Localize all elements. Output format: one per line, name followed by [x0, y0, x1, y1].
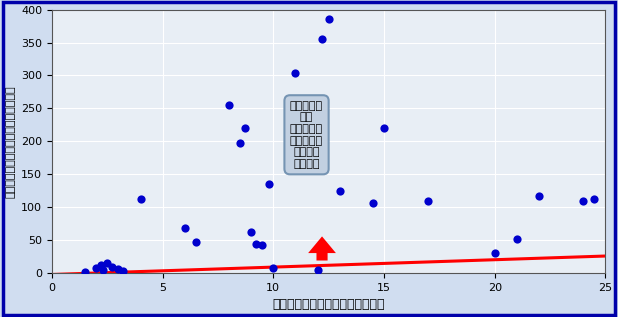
Point — [80, 269, 90, 275]
Point — [578, 198, 588, 203]
Point — [317, 37, 327, 42]
Point — [246, 229, 256, 234]
Point — [114, 266, 124, 271]
X-axis label: 地域市場規模の違い（単位：倍）: 地域市場規模の違い（単位：倍） — [273, 298, 385, 311]
Y-axis label: 地域の競争の程度の違い（単位：倍）: 地域の競争の程度の違い（単位：倍） — [6, 85, 15, 198]
Point — [257, 243, 267, 248]
Point — [324, 17, 334, 22]
Point — [368, 200, 378, 205]
Point — [489, 251, 499, 256]
Point — [98, 267, 108, 272]
Point — [251, 241, 261, 246]
Point — [135, 197, 145, 202]
Point — [191, 240, 201, 245]
Point — [264, 182, 274, 187]
Point — [107, 264, 117, 269]
Point — [423, 198, 433, 203]
Point — [290, 71, 300, 76]
Point — [379, 126, 389, 131]
Point — [313, 267, 323, 272]
Point — [235, 141, 245, 146]
Point — [96, 263, 106, 268]
Point — [590, 197, 599, 202]
Text: 東京都との
間の
輸送費低下
でストロー
効果発生
可能性大: 東京都との 間の 輸送費低下 でストロー 効果発生 可能性大 — [290, 101, 323, 169]
Point — [268, 265, 278, 270]
Point — [91, 265, 101, 270]
Point — [118, 268, 128, 273]
Point — [180, 226, 190, 231]
Point — [103, 261, 112, 266]
Point — [224, 103, 234, 108]
Point — [534, 193, 544, 198]
Point — [512, 236, 522, 242]
Point — [335, 188, 345, 193]
Point — [240, 126, 250, 131]
